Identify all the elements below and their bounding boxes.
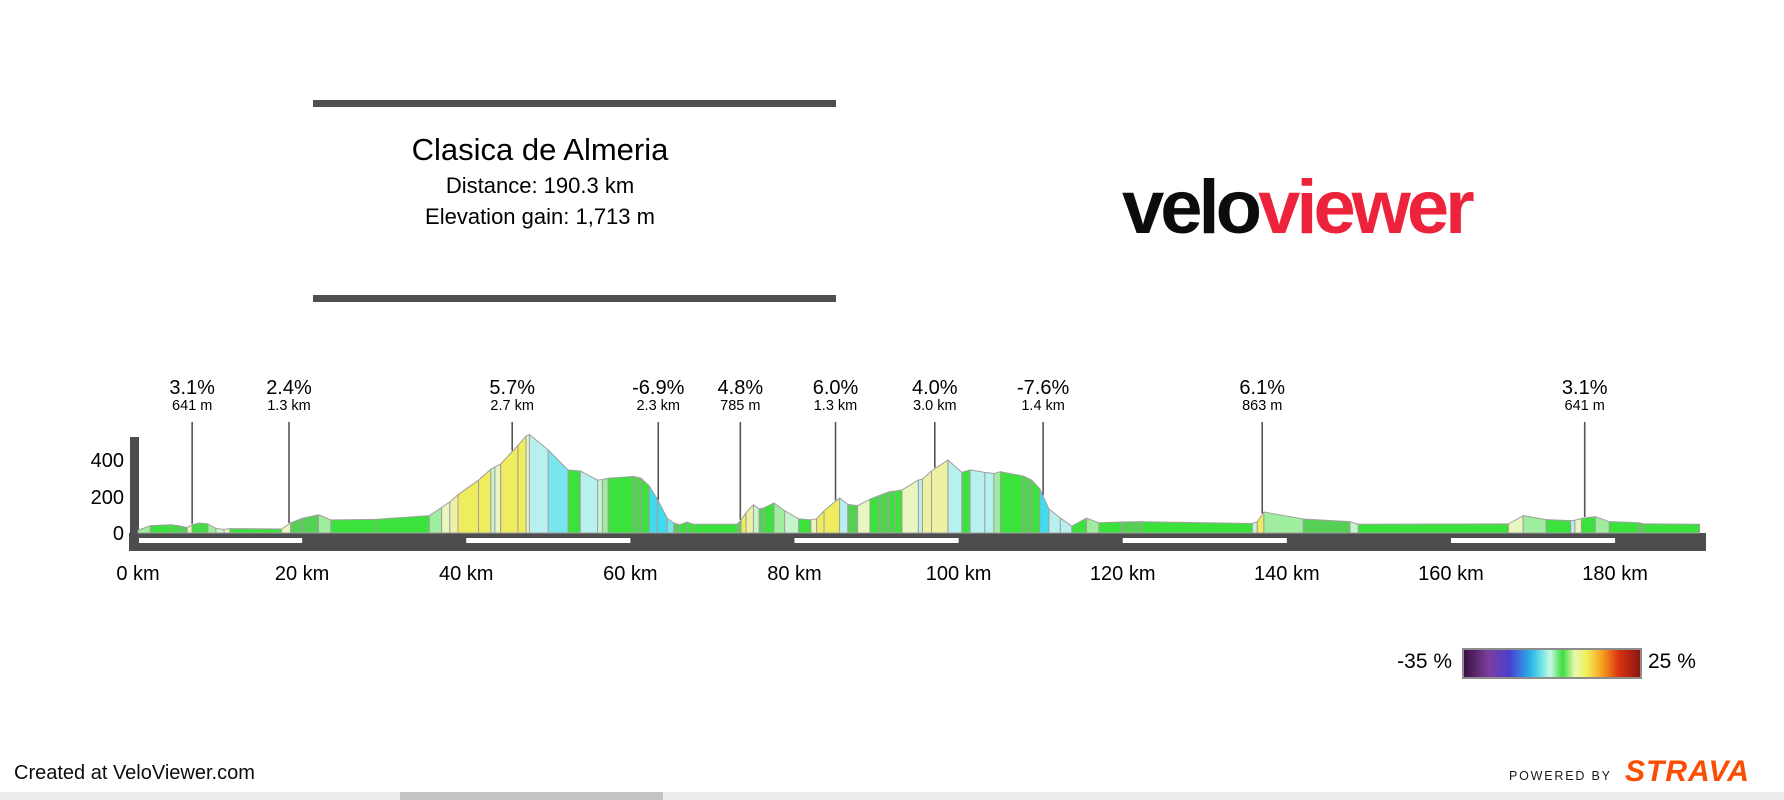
callout-grade: -6.9% bbox=[632, 377, 685, 399]
title-rule-top bbox=[313, 100, 836, 107]
callout-length: 863 m bbox=[1242, 398, 1283, 414]
strava-logo: STRAVA bbox=[1625, 755, 1750, 788]
callout-grade: 3.1% bbox=[169, 377, 215, 399]
x-axis-tick: 120 km bbox=[1089, 563, 1156, 585]
callout-grade: -7.6% bbox=[1016, 377, 1070, 399]
callout-grade: 4.8% bbox=[717, 377, 764, 399]
callout-grade: 6.0% bbox=[812, 377, 859, 399]
callout-length: 3.0 km bbox=[913, 398, 957, 414]
legend-max-label: 25 % bbox=[1648, 650, 1696, 673]
x-axis-tick: 160 km bbox=[1418, 563, 1484, 585]
callout-grade: 3.1% bbox=[1561, 377, 1608, 399]
x-axis-tick: 80 km bbox=[767, 563, 822, 585]
callout-length: 1.3 km bbox=[813, 398, 858, 414]
created-at-credit: Created at VeloViewer.com bbox=[14, 762, 255, 784]
x-axis-tick: 60 km bbox=[603, 563, 658, 585]
y-axis-tick: 400 bbox=[90, 450, 124, 472]
callout-length: 2.7 km bbox=[490, 398, 534, 414]
horizontal-scrollbar-thumb[interactable] bbox=[400, 792, 663, 800]
x-axis-tick: 100 km bbox=[925, 563, 992, 585]
race-elevation-gain: Elevation gain: 1,713 m bbox=[425, 204, 655, 229]
legend-min-label: -35 % bbox=[1397, 650, 1452, 673]
veloviewer-logo-viewer: viewer bbox=[1258, 165, 1475, 250]
title-rule-bottom bbox=[313, 295, 836, 302]
veloviewer-logo: veloviewer bbox=[1122, 170, 1475, 246]
page-title: Clasica de Almeria bbox=[411, 132, 669, 167]
gradient-legend-bar bbox=[1462, 648, 1642, 679]
y-axis-bar bbox=[130, 437, 139, 551]
x-axis-tick: 0 km bbox=[116, 563, 160, 585]
x-axis-tick: 40 km bbox=[439, 563, 494, 585]
callout-grade: 4.0% bbox=[912, 377, 958, 399]
km-stripe bbox=[1450, 538, 1616, 543]
race-distance: Distance: 190.3 km bbox=[445, 173, 635, 198]
callout-length: 1.3 km bbox=[267, 398, 311, 414]
km-stripe bbox=[1122, 538, 1287, 543]
horizontal-scrollbar-track[interactable] bbox=[0, 792, 1784, 800]
callout-length: 1.4 km bbox=[1021, 398, 1065, 414]
profile-segment bbox=[1643, 523, 1701, 534]
x-axis-tick: 180 km bbox=[1582, 563, 1648, 585]
x-axis-tick: 140 km bbox=[1254, 563, 1320, 585]
km-stripe bbox=[466, 538, 631, 543]
powered-by-label: POWERED BY bbox=[1509, 769, 1612, 783]
callout-length: 785 m bbox=[720, 398, 761, 414]
callout-grade: 5.7% bbox=[489, 377, 535, 399]
km-stripe bbox=[794, 538, 959, 543]
title-block: Clasica de Almeria Distance: 190.3 km El… bbox=[240, 118, 840, 232]
callout-length: 641 m bbox=[1564, 398, 1605, 414]
km-stripe bbox=[138, 538, 303, 543]
callout-grade: 2.4% bbox=[266, 377, 312, 399]
y-axis-tick: 200 bbox=[90, 486, 124, 509]
callout-length: 2.3 km bbox=[636, 398, 681, 414]
callout-grade: 6.1% bbox=[1239, 377, 1286, 399]
callout-length: 641 m bbox=[172, 398, 213, 414]
veloviewer-logo-velo: velo bbox=[1122, 165, 1262, 250]
x-axis-tick: 20 km bbox=[274, 563, 330, 585]
y-axis-tick: 0 bbox=[112, 523, 124, 545]
